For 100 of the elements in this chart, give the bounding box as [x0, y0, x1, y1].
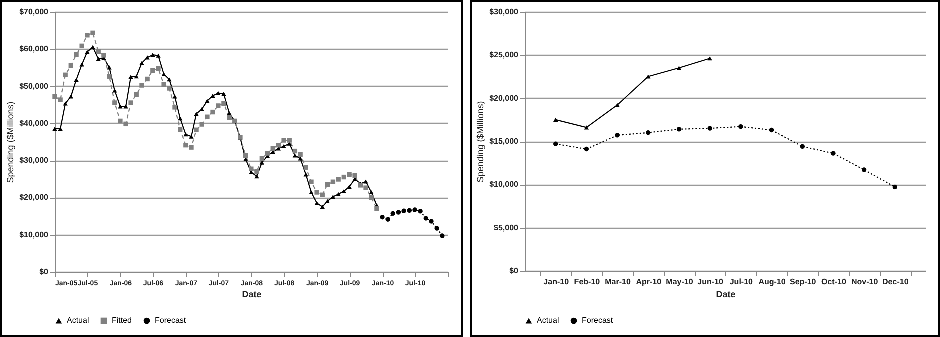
legend-label: Fitted [112, 316, 132, 325]
y-tick-label: $60,000 [20, 44, 50, 54]
point [738, 124, 744, 130]
point [156, 54, 161, 58]
point [172, 105, 178, 110]
x-tick-label: Sep-10 [790, 278, 817, 286]
point [128, 74, 134, 80]
point [396, 210, 402, 215]
point [440, 234, 445, 238]
y-tick-label: $10,000 [20, 230, 50, 240]
point [554, 118, 558, 122]
x-tick-label: Aug-10 [758, 278, 786, 286]
x-tick-label: Oct-10 [822, 278, 847, 286]
point [85, 33, 90, 38]
point [676, 66, 682, 70]
point [90, 30, 96, 36]
point [364, 186, 368, 190]
x-tick-label: May-10 [666, 278, 694, 286]
point [58, 98, 63, 102]
point [429, 219, 434, 224]
point [184, 143, 188, 148]
point [184, 132, 188, 137]
y-tick-label: $15,000 [490, 137, 520, 146]
point [205, 114, 210, 120]
point [390, 211, 396, 216]
legend-label: Forecast [582, 316, 614, 325]
point [140, 61, 144, 66]
point [320, 204, 325, 210]
point [74, 78, 79, 82]
point [342, 189, 346, 194]
point [68, 64, 74, 68]
point [118, 118, 123, 124]
point [200, 107, 204, 112]
point [162, 72, 166, 76]
point [304, 165, 308, 170]
point [800, 144, 805, 150]
point [134, 92, 139, 98]
point [282, 144, 286, 148]
point [646, 130, 651, 136]
point [336, 192, 341, 196]
y-tick-label: $10,000 [490, 180, 520, 190]
point [194, 112, 199, 116]
point [58, 126, 63, 132]
point [347, 184, 352, 189]
point [282, 138, 286, 143]
point [178, 116, 183, 121]
point [646, 74, 651, 79]
point [862, 168, 867, 172]
point [380, 215, 385, 220]
x-tick-label: Dec-10 [882, 278, 910, 286]
point [216, 104, 221, 108]
y-tick-label: $40,000 [20, 118, 50, 128]
point [128, 100, 134, 106]
point [287, 138, 292, 143]
x-tick-label: Nov-10 [851, 278, 879, 286]
point [63, 102, 68, 106]
point [708, 56, 712, 61]
point [74, 52, 79, 58]
point [418, 209, 423, 214]
point [342, 174, 346, 180]
point [270, 146, 276, 152]
point [554, 142, 558, 146]
point [364, 180, 368, 184]
point [222, 92, 226, 96]
y-axis-title: Spending ($Millions) [6, 102, 16, 184]
point [831, 151, 836, 156]
point [708, 126, 712, 131]
point [309, 180, 314, 184]
y-tick-label: $20,000 [490, 94, 520, 103]
x-tick-label: Mar-10 [605, 278, 632, 286]
point [227, 116, 232, 120]
point [150, 53, 156, 58]
point [676, 127, 682, 132]
point [216, 91, 221, 96]
legend-label: Actual [537, 316, 560, 325]
x-tick-label: Apr-10 [636, 278, 662, 286]
point [102, 53, 106, 58]
point [167, 78, 172, 82]
point [189, 134, 194, 139]
point [80, 44, 84, 49]
point [320, 192, 325, 198]
y-tick-label: $0 [510, 266, 520, 276]
x-tick-label: Jun-10 [698, 278, 724, 286]
point [325, 182, 330, 188]
point [336, 177, 341, 182]
y-axis-title: Spending ($Millions) [476, 101, 486, 183]
point [369, 190, 374, 195]
point [412, 208, 418, 212]
x-axis-title: Date [242, 290, 262, 300]
point [90, 45, 96, 50]
point [615, 133, 620, 138]
point [434, 226, 440, 231]
point [112, 88, 118, 93]
y-tick-label: $70,000 [20, 8, 50, 16]
point [260, 160, 265, 165]
point [298, 152, 303, 157]
point [150, 68, 156, 74]
point [292, 148, 298, 154]
point [249, 166, 254, 172]
point [769, 128, 774, 133]
